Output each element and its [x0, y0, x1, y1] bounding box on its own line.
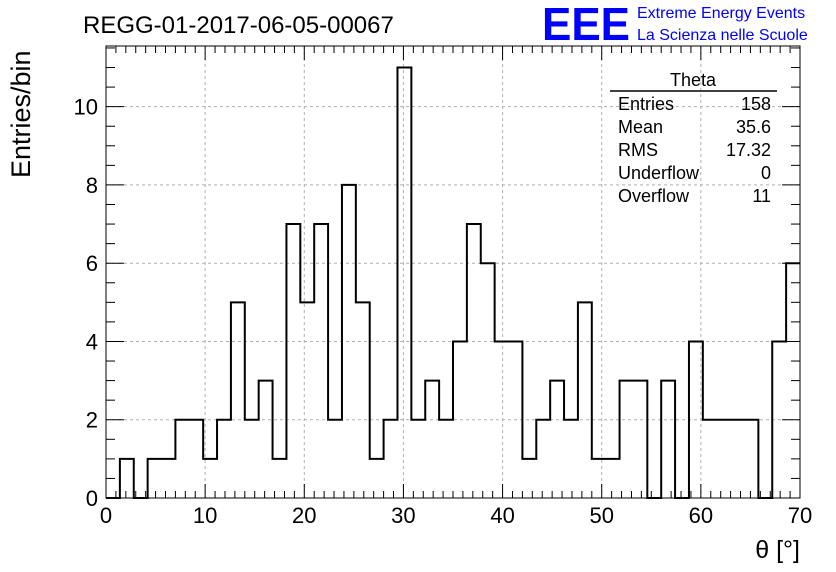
y-tick-labels: 0 2 4 6 8 10 [74, 95, 98, 511]
histogram-bin [439, 420, 453, 498]
y-tick-label: 8 [86, 173, 98, 198]
histogram-bin [384, 420, 398, 498]
axis-ticks [105, 46, 801, 499]
histogram-bin [564, 420, 578, 498]
y-tick-label: 2 [86, 408, 98, 433]
stats-row-value: 11 [752, 186, 771, 206]
stats-row-label: Entries [618, 94, 674, 114]
histogram-bin [245, 420, 259, 498]
histogram-bin [633, 381, 647, 498]
histogram-bin [162, 459, 176, 498]
histogram-bin [314, 224, 328, 498]
stats-row: Entries 158 [618, 94, 771, 114]
histogram-bin [522, 459, 536, 498]
x-tick-label: 0 [100, 503, 112, 528]
histogram-bin [286, 224, 300, 498]
histogram-outline [106, 66, 800, 499]
eee-logo-text: EEE [542, 0, 630, 50]
histogram-bin [148, 459, 162, 498]
x-tick-labels: 0 10 20 30 40 50 60 70 [100, 503, 812, 528]
histogram-bin [120, 459, 134, 498]
histogram-bin [481, 263, 495, 498]
histogram-bin [578, 302, 592, 498]
histogram-bin [744, 420, 758, 498]
histogram-bin [370, 459, 384, 498]
histogram-bin [550, 381, 564, 498]
histogram-bin [731, 420, 745, 498]
stats-row-value: 17.32 [726, 140, 771, 160]
histogram-bin [620, 381, 634, 498]
y-tick-label: 6 [86, 251, 98, 276]
histogram-bin [717, 420, 731, 498]
stats-row: Underflow 0 [618, 163, 771, 183]
histogram-bin [411, 420, 425, 498]
x-tick-label: 30 [391, 503, 415, 528]
y-tick-label: 10 [74, 95, 98, 120]
histogram-bin [175, 420, 189, 498]
x-tick-label: 70 [788, 503, 812, 528]
stats-title: Theta [670, 70, 717, 90]
stats-row-label: Overflow [618, 186, 690, 206]
x-tick-label: 10 [193, 503, 217, 528]
x-tick-label: 60 [689, 503, 713, 528]
histogram-bin [467, 224, 481, 498]
histogram-bin [592, 459, 606, 498]
stats-row-value: 0 [761, 163, 771, 183]
histogram-bin [300, 302, 314, 498]
x-tick-label: 40 [490, 503, 514, 528]
histogram-bin [606, 459, 620, 498]
x-axis-label: θ [°] [755, 536, 800, 564]
histogram-bin [231, 302, 245, 498]
org-name-line1: Extreme Energy Events [637, 5, 805, 22]
histogram-bin [328, 420, 342, 498]
stats-box: Theta Entries 158 Mean 35.6 RMS 17.32 Un… [610, 70, 777, 206]
histogram-bin [217, 420, 231, 498]
stats-row-label: Underflow [618, 163, 700, 183]
histogram-layer [106, 66, 800, 499]
stats-row-label: Mean [618, 117, 663, 137]
stats-row: RMS 17.32 [618, 140, 771, 160]
x-tick-label: 50 [589, 503, 613, 528]
histogram-bin [425, 381, 439, 498]
stats-row: Mean 35.6 [618, 117, 771, 137]
org-name-line2: La Scienza nelle Scuole [637, 27, 808, 44]
stats-row-label: RMS [618, 140, 658, 160]
histogram-bin [259, 381, 273, 498]
histogram-bin [356, 302, 370, 498]
plot-frame [105, 45, 801, 499]
stats-row: Overflow 11 [618, 186, 771, 206]
x-tick-label: 20 [292, 503, 316, 528]
stats-row-value: 158 [741, 94, 771, 114]
histogram-bin [397, 68, 411, 498]
histogram-bin [703, 420, 717, 498]
y-tick-label: 4 [86, 329, 98, 354]
histogram-bin [536, 420, 550, 498]
y-axis-label: Entries/bin [6, 50, 36, 178]
grid-lines [106, 46, 800, 498]
y-tick-label: 0 [86, 486, 98, 511]
histogram-bin [189, 420, 203, 498]
stats-row-value: 35.6 [736, 117, 771, 137]
eee-logo: EEE Extreme Energy Events La Scienza nel… [542, 0, 808, 50]
run-title: REGG-01-2017-06-05-00067 [83, 12, 394, 39]
histogram-bin [661, 381, 675, 498]
